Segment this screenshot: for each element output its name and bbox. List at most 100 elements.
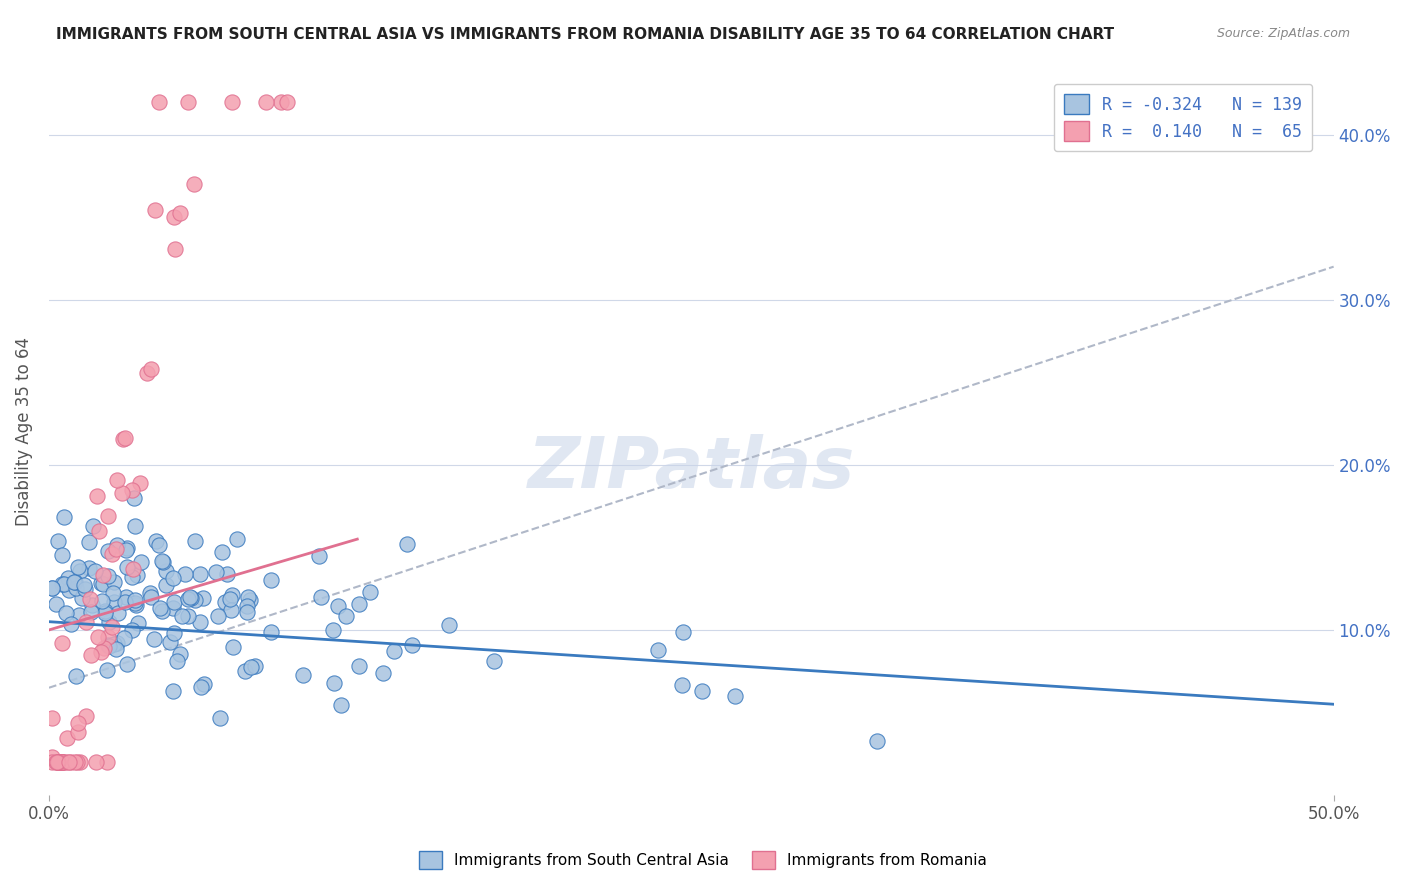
Immigrants from Romania [51, 636, 73, 650]
Immigrants from Romania [66, 725, 89, 739]
Immigrants from Romania [221, 95, 243, 109]
Immigrants from South Central Asia [65, 581, 87, 595]
Immigrants from South Central Asia [53, 577, 76, 591]
Immigrants from South Central Asia [69, 564, 91, 578]
Immigrants from South Central Asia [41, 582, 63, 596]
Immigrants from Romania [143, 203, 166, 218]
Immigrants from South Central Asia [65, 668, 87, 682]
Immigrants from Romania [101, 620, 124, 634]
Immigrants from Romania [51, 755, 73, 769]
Immigrants from South Central Asia [176, 592, 198, 607]
Immigrants from South Central Asia [105, 641, 128, 656]
Y-axis label: Disability Age 35 to 64: Disability Age 35 to 64 [15, 337, 32, 526]
Immigrants from Romania [46, 755, 69, 769]
Immigrants from South Central Asia [647, 643, 669, 657]
Immigrants from South Central Asia [139, 591, 162, 605]
Immigrants from Romania [48, 755, 70, 769]
Immigrants from South Central Asia [125, 599, 148, 613]
Immigrants from South Central Asia [322, 676, 344, 690]
Immigrants from South Central Asia [98, 615, 121, 629]
Immigrants from South Central Asia [174, 567, 197, 582]
Immigrants from Romania [270, 95, 292, 109]
Immigrants from South Central Asia [105, 636, 128, 650]
Immigrants from South Central Asia [48, 534, 70, 549]
Immigrants from Romania [96, 755, 118, 769]
Immigrants from Romania [111, 486, 134, 500]
Immigrants from South Central Asia [73, 577, 96, 591]
Immigrants from South Central Asia [193, 677, 215, 691]
Immigrants from South Central Asia [82, 519, 104, 533]
Immigrants from Romania [52, 755, 75, 769]
Immigrants from South Central Asia [115, 543, 138, 558]
Immigrants from South Central Asia [326, 599, 349, 613]
Immigrants from South Central Asia [180, 591, 202, 606]
Immigrants from South Central Asia [207, 608, 229, 623]
Immigrants from Romania [80, 648, 103, 662]
Immigrants from Romania [93, 641, 115, 656]
Immigrants from South Central Asia [239, 593, 262, 607]
Immigrants from South Central Asia [155, 578, 177, 592]
Immigrants from South Central Asia [80, 605, 103, 619]
Immigrants from Romania [69, 755, 91, 769]
Immigrants from Romania [67, 715, 90, 730]
Immigrants from Romania [48, 755, 70, 769]
Immigrants from South Central Asia [172, 608, 194, 623]
Immigrants from South Central Asia [97, 639, 120, 653]
Immigrants from Romania [46, 755, 69, 769]
Immigrants from Romania [129, 475, 152, 490]
Immigrants from South Central Asia [162, 601, 184, 615]
Immigrants from South Central Asia [112, 632, 135, 646]
Immigrants from Romania [41, 710, 63, 724]
Immigrants from South Central Asia [382, 644, 405, 658]
Immigrants from Romania [121, 483, 143, 498]
Immigrants from Romania [48, 755, 70, 769]
Immigrants from South Central Asia [91, 577, 114, 591]
Immigrants from Romania [79, 592, 101, 607]
Immigrants from South Central Asia [395, 537, 418, 551]
Immigrants from South Central Asia [66, 560, 89, 574]
Immigrants from Romania [169, 206, 191, 220]
Immigrants from South Central Asia [205, 565, 228, 579]
Immigrants from Romania [276, 95, 298, 109]
Immigrants from South Central Asia [105, 538, 128, 552]
Immigrants from Romania [163, 211, 186, 225]
Immigrants from South Central Asia [117, 657, 139, 672]
Immigrants from South Central Asia [124, 519, 146, 533]
Immigrants from South Central Asia [190, 680, 212, 694]
Immigrants from South Central Asia [139, 586, 162, 600]
Immigrants from South Central Asia [322, 623, 344, 637]
Immigrants from South Central Asia [155, 564, 177, 578]
Immigrants from South Central Asia [166, 654, 188, 668]
Immigrants from South Central Asia [235, 599, 257, 614]
Immigrants from South Central Asia [162, 625, 184, 640]
Immigrants from Romania [46, 755, 69, 769]
Immigrants from South Central Asia [214, 595, 236, 609]
Immigrants from South Central Asia [152, 555, 174, 569]
Immigrants from South Central Asia [215, 566, 238, 581]
Immigrants from South Central Asia [115, 541, 138, 555]
Immigrants from South Central Asia [45, 597, 67, 611]
Immigrants from South Central Asia [226, 533, 249, 547]
Immigrants from Romania [41, 755, 63, 769]
Immigrants from South Central Asia [671, 678, 693, 692]
Immigrants from South Central Asia [142, 632, 165, 647]
Immigrants from South Central Asia [67, 607, 90, 622]
Immigrants from South Central Asia [77, 535, 100, 549]
Immigrants from Romania [104, 541, 127, 556]
Immigrants from Romania [75, 615, 97, 630]
Immigrants from South Central Asia [177, 608, 200, 623]
Immigrants from South Central Asia [58, 582, 80, 597]
Immigrants from South Central Asia [690, 684, 713, 698]
Immigrants from South Central Asia [308, 549, 330, 564]
Immigrants from South Central Asia [145, 533, 167, 548]
Immigrants from Romania [114, 431, 136, 445]
Immigrants from Romania [163, 242, 186, 256]
Immigrants from South Central Asia [347, 658, 370, 673]
Immigrants from South Central Asia [236, 605, 259, 619]
Immigrants from South Central Asia [114, 595, 136, 609]
Immigrants from South Central Asia [97, 569, 120, 583]
Immigrants from South Central Asia [94, 606, 117, 620]
Immigrants from South Central Asia [97, 544, 120, 558]
Immigrants from South Central Asia [122, 491, 145, 506]
Immigrants from South Central Asia [437, 618, 460, 632]
